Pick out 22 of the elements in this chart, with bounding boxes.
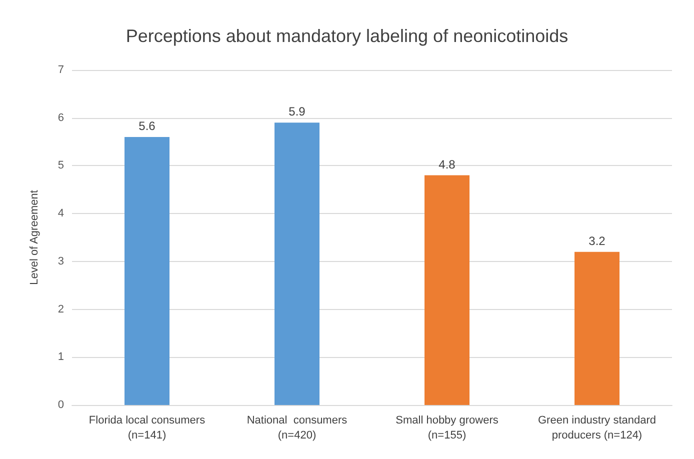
bar (274, 122, 320, 405)
y-tick-label: 7 (58, 64, 64, 76)
y-tick-label: 5 (58, 160, 64, 172)
chart-title: Perceptions about mandatory labeling of neonicotinoids (126, 26, 568, 46)
bar (574, 252, 620, 405)
bar (124, 137, 170, 405)
y-tick-label: 0 (58, 399, 64, 411)
x-tick-label: Florida local consumers (n=141) (88, 414, 206, 442)
data-label: 5.9 (288, 104, 306, 119)
y-tick-label: 1 (58, 351, 64, 364)
x-tick-label: National consumers (n=420) (246, 414, 348, 442)
y-axis-title: Level of Agreement (28, 190, 40, 285)
y-tick-label: 3 (58, 255, 64, 268)
data-label: 3.2 (588, 234, 606, 248)
x-tick-label: Green industry standard producers (n=124) (538, 414, 656, 442)
data-label: 4.8 (438, 157, 456, 172)
data-label: 5.6 (138, 119, 156, 133)
x-tick-label: Small hobby growers (n=155) (396, 414, 499, 442)
y-tick-label: 6 (58, 112, 64, 124)
y-tick-label: 4 (58, 208, 64, 220)
bar (424, 175, 470, 405)
y-tick-label: 2 (58, 303, 64, 316)
